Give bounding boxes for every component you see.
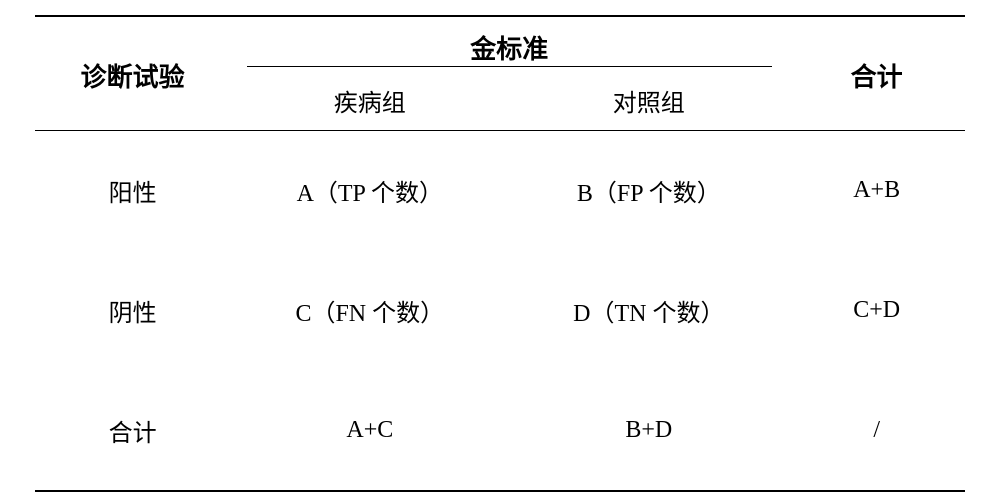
cell-fp: B（FP 个数） xyxy=(509,131,788,251)
header-total: 合计 xyxy=(788,16,965,131)
cell-control-total: B+D xyxy=(509,371,788,491)
diagnostic-table: 诊断试验 金标准 合计 疾病组 对照组 阳性 A（TP 个数） B（FP 个数）… xyxy=(35,15,965,492)
header-gold-standard-label: 金标准 xyxy=(470,35,548,64)
cell-positive-total: A+B xyxy=(788,131,965,251)
cell-fn: C（FN 个数） xyxy=(230,251,509,371)
cell-grand-total: / xyxy=(788,371,965,491)
cell-tp: A（TP 个数） xyxy=(230,131,509,251)
row-label-positive: 阳性 xyxy=(35,131,230,251)
header-disease-group: 疾病组 xyxy=(230,75,509,131)
cell-disease-total: A+C xyxy=(230,371,509,491)
table-row: 阴性 C（FN 个数） D（TN 个数） C+D xyxy=(35,251,965,371)
header-diagnostic-test: 诊断试验 xyxy=(35,16,230,131)
table-header: 诊断试验 金标准 合计 疾病组 对照组 xyxy=(35,16,965,131)
table-body: 阳性 A（TP 个数） B（FP 个数） A+B 阴性 C（FN 个数） D（T… xyxy=(35,131,965,491)
table-row: 合计 A+C B+D / xyxy=(35,371,965,491)
header-gold-standard: 金标准 xyxy=(230,16,788,75)
cell-tn: D（TN 个数） xyxy=(509,251,788,371)
row-label-total: 合计 xyxy=(35,371,230,491)
cell-negative-total: C+D xyxy=(788,251,965,371)
header-control-group: 对照组 xyxy=(509,75,788,131)
row-label-negative: 阴性 xyxy=(35,251,230,371)
diagnostic-table-container: 诊断试验 金标准 合计 疾病组 对照组 阳性 A（TP 个数） B（FP 个数）… xyxy=(35,15,965,492)
table-header-row-1: 诊断试验 金标准 合计 xyxy=(35,16,965,75)
table-row: 阳性 A（TP 个数） B（FP 个数） A+B xyxy=(35,131,965,251)
